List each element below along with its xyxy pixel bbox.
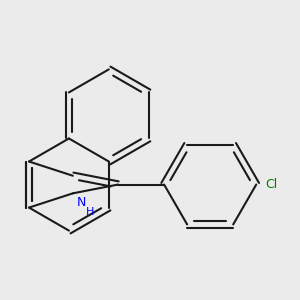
Text: N: N xyxy=(77,196,86,209)
Text: Cl: Cl xyxy=(265,178,277,191)
Text: H: H xyxy=(86,207,94,217)
